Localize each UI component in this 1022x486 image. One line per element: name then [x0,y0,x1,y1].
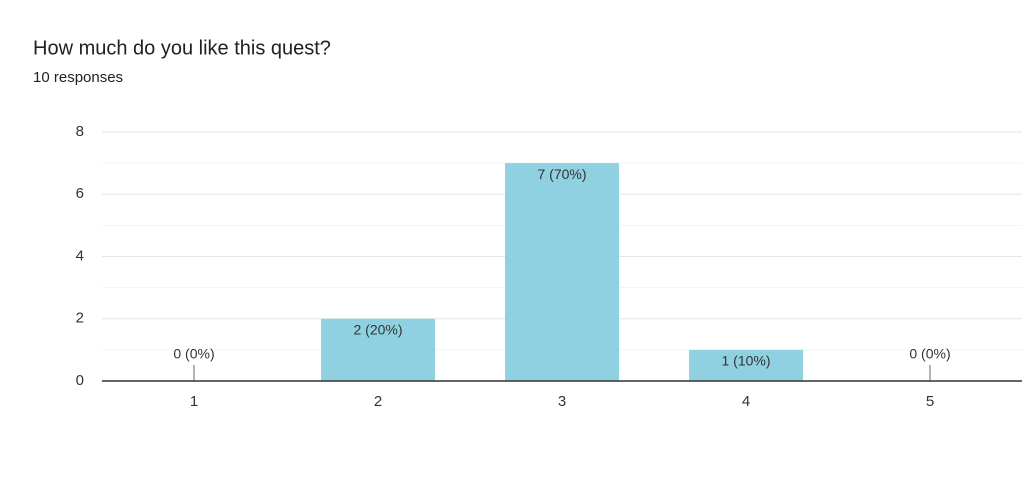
data-label: 1 (10%) [721,353,770,369]
x-tick-label: 4 [742,393,750,410]
bar [505,163,619,381]
y-tick-label: 0 [76,372,84,389]
data-label: 0 (0%) [173,346,214,362]
x-tick-label: 5 [926,393,934,410]
data-label: 7 (70%) [537,166,586,182]
data-label: 2 (20%) [353,321,402,337]
x-tick-label: 2 [374,393,382,410]
data-label: 0 (0%) [909,346,950,362]
y-tick-label: 2 [76,310,84,327]
bar [321,318,435,381]
bar [689,349,803,381]
y-tick-label: 6 [76,185,84,202]
x-tick-label: 1 [190,393,198,410]
chart-title: How much do you like this quest? [33,37,331,59]
x-tick-label: 3 [558,393,566,410]
y-tick-label: 4 [76,247,84,264]
y-tick-label: 8 [76,123,84,140]
chart-subtitle: 10 responses [33,69,123,86]
